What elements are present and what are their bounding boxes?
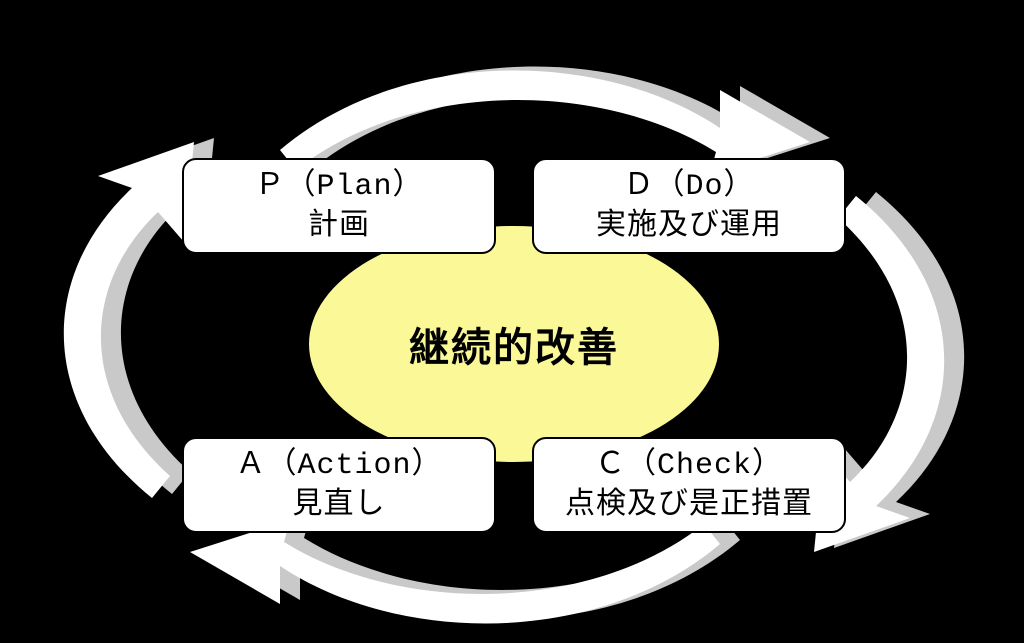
- node-check-line2: 点検及び是正措置: [565, 485, 813, 523]
- arrow-body: [190, 520, 720, 623]
- node-plan-line2: 計画: [308, 206, 370, 244]
- node-action: Ａ（Action） 見直し: [182, 437, 496, 533]
- node-action-line1: Ａ（Action）: [235, 448, 442, 486]
- diagram-stage: 【環境マネジメントシステム】 継続的改善 Ｐ（Plan） 計画: [0, 0, 1024, 643]
- center-text: 継続的改善: [409, 315, 619, 373]
- node-do-line1: Ｄ（Do）: [623, 169, 754, 207]
- center-ellipse: 継続的改善: [307, 224, 721, 464]
- node-plan: Ｐ（Plan） 計画: [182, 158, 496, 254]
- node-check: Ｃ（Check） 点検及び是正措置: [532, 437, 846, 533]
- arrow-body: [64, 142, 194, 498]
- node-check-line1: Ｃ（Check）: [595, 448, 783, 486]
- node-do: Ｄ（Do） 実施及び運用: [532, 158, 846, 254]
- node-plan-line1: Ｐ（Plan）: [254, 169, 423, 207]
- node-do-line2: 実施及び運用: [596, 206, 782, 244]
- node-action-line2: 見直し: [293, 485, 386, 523]
